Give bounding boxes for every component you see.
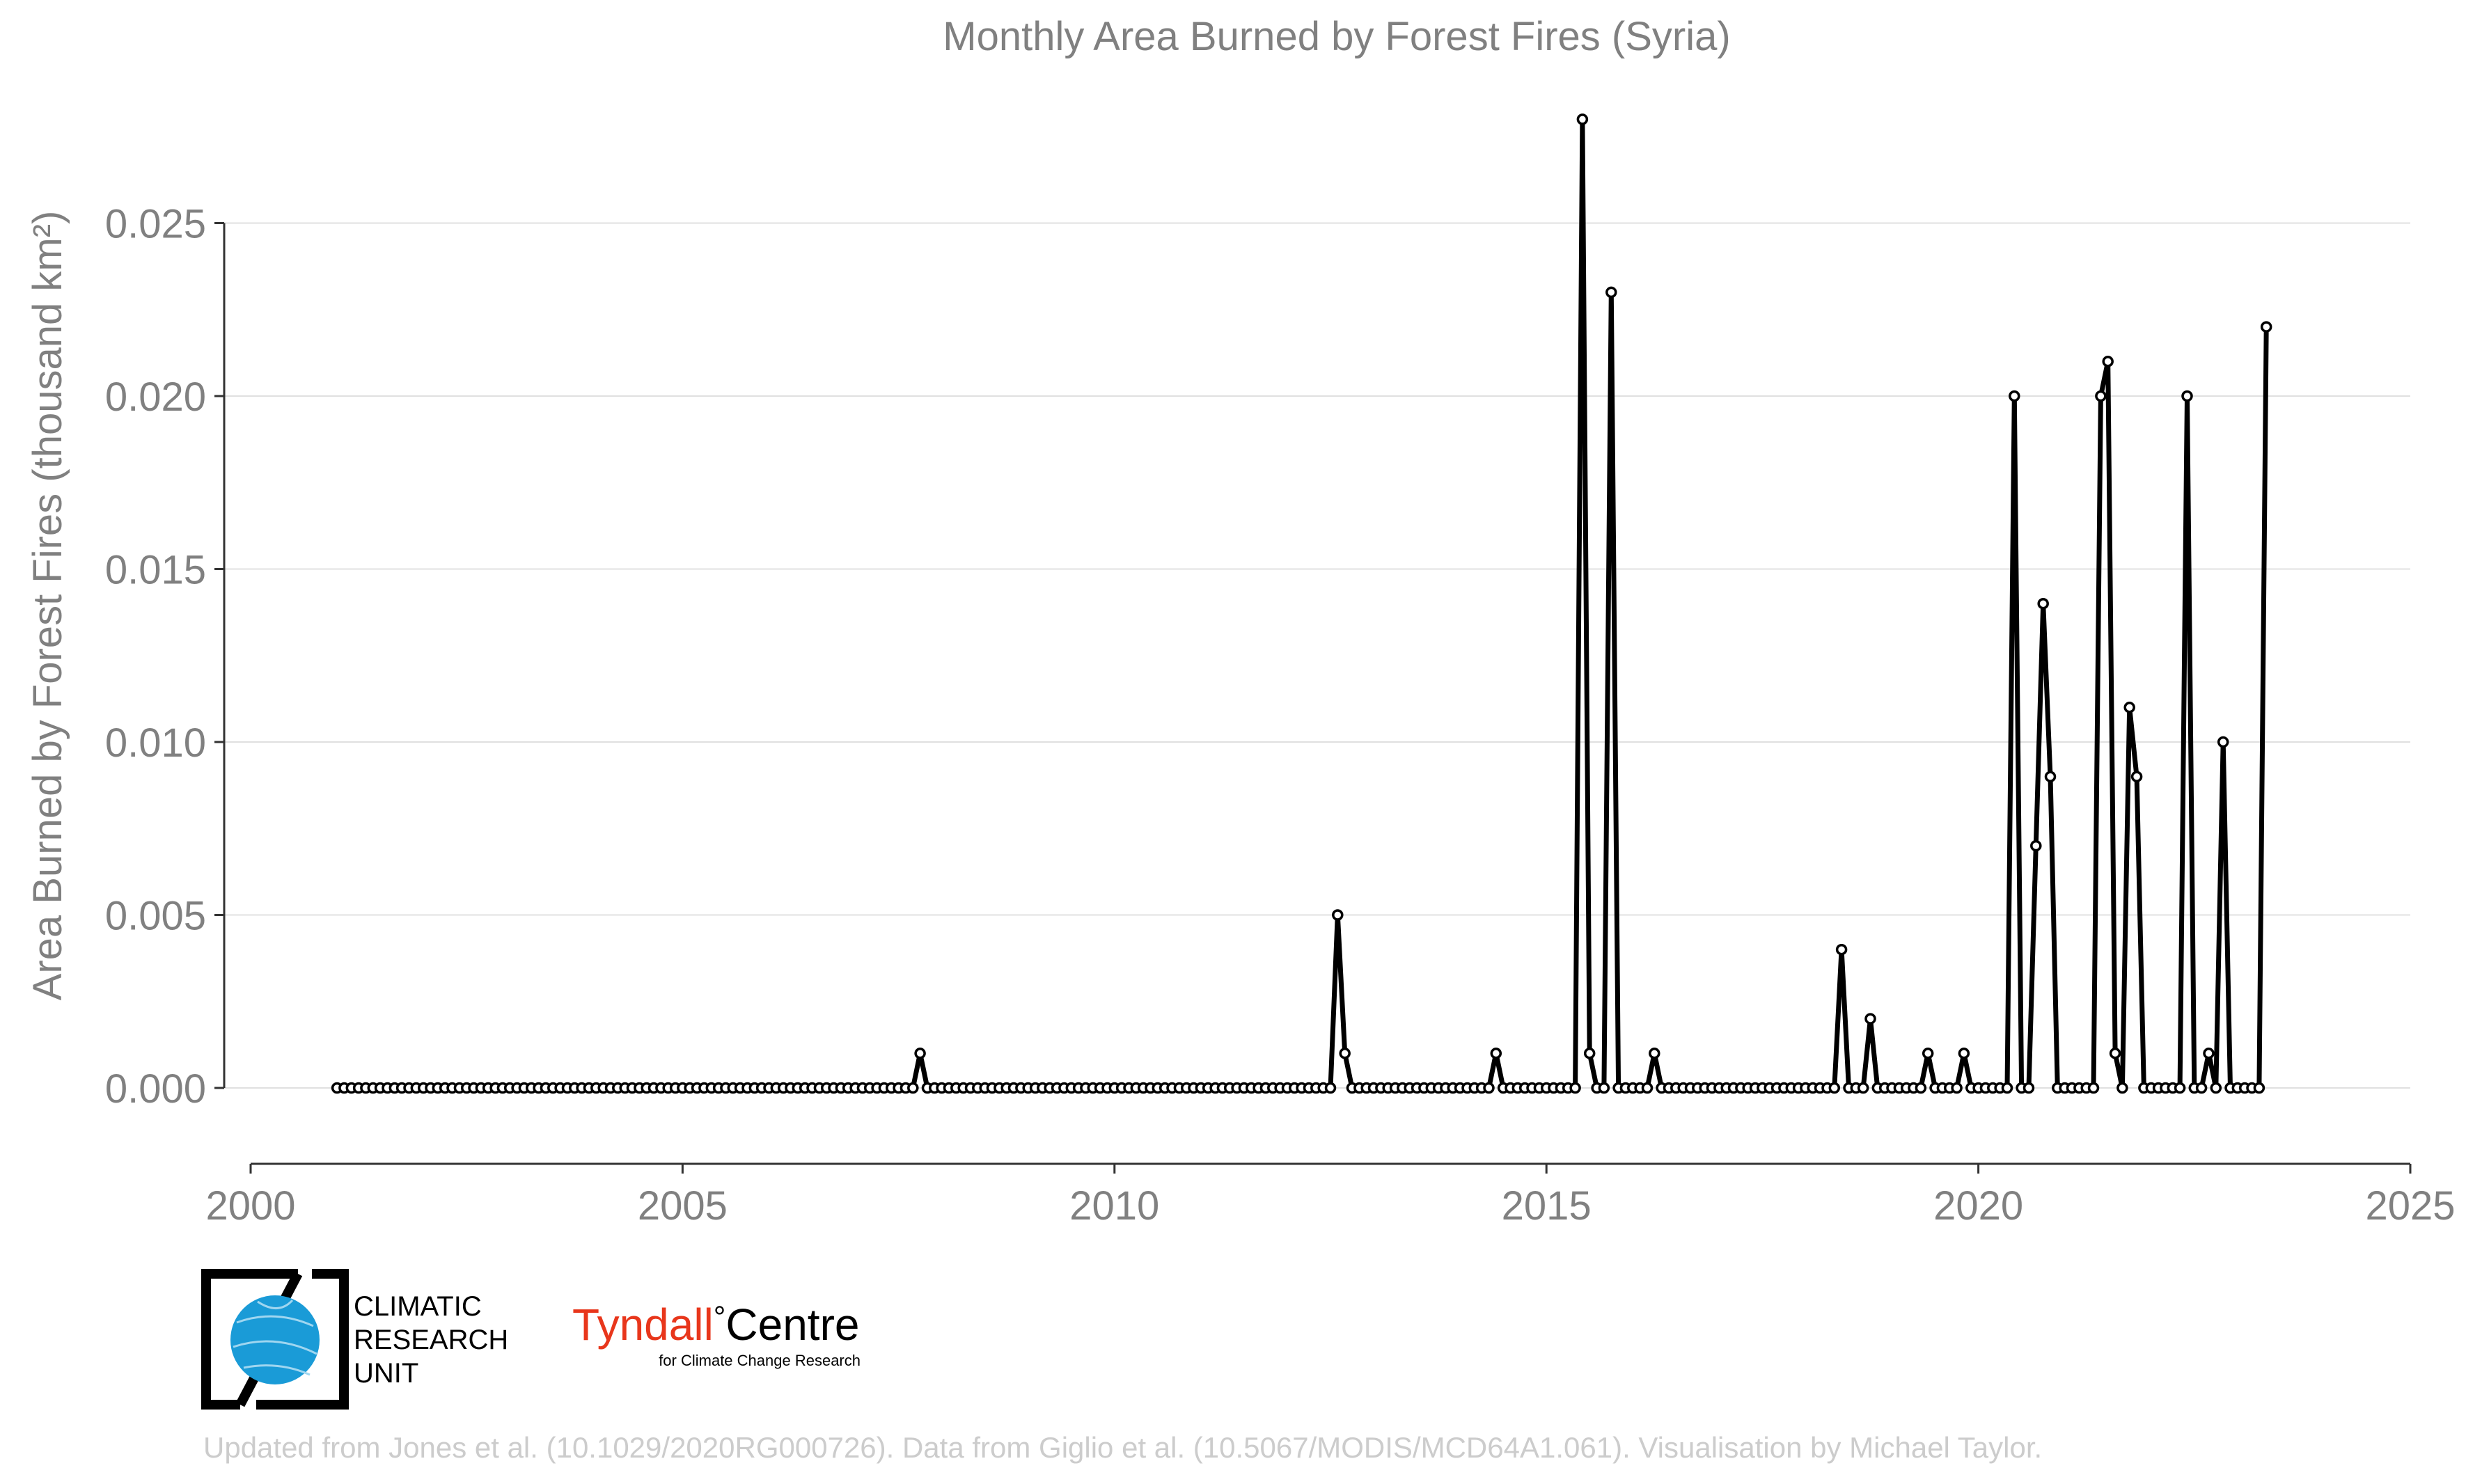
- x-axis: 2000 2005 2010 2015 2020 2025: [205, 1162, 2456, 1229]
- data-point: [2174, 1082, 2186, 1094]
- y-axis-label: Area Burned by Forest Fires (thousand km…: [25, 211, 70, 1001]
- series-line: [337, 116, 2269, 1091]
- y-tick-label: 0.020: [105, 374, 206, 420]
- data-point: [2095, 390, 2107, 402]
- tyndall-logo-centre: Centre: [725, 1300, 859, 1350]
- data-point: [1576, 113, 1589, 125]
- chart-title: Monthly Area Burned by Forest Fires (Syr…: [943, 14, 1730, 59]
- data-point: [1583, 1048, 1596, 1059]
- data-point: [2102, 356, 2114, 368]
- y-tick-label: 0.005: [105, 894, 206, 939]
- globe-icon-lines: [233, 1299, 317, 1376]
- cru-logo-line2: RESEARCH: [354, 1325, 508, 1355]
- data-point: [2203, 1048, 2215, 1059]
- cru-logo-frame: [201, 1269, 349, 1410]
- cru-logo-line3: UNIT: [354, 1358, 418, 1389]
- y-tick-label: 0.000: [105, 1066, 206, 1112]
- data-point: [2195, 1082, 2208, 1094]
- data-point: [1605, 286, 1617, 299]
- data-point: [907, 1082, 919, 1094]
- tyndall-logo-degree: °: [714, 1300, 726, 1334]
- data-point: [1922, 1048, 1934, 1059]
- data-point: [2022, 1082, 2035, 1094]
- data-point: [2253, 1082, 2265, 1094]
- y-tick-label: 0.025: [105, 202, 206, 247]
- data-point: [1649, 1048, 1660, 1059]
- data-point: [2001, 1082, 2013, 1094]
- footer-credit: Updated from Jones et al. (10.1029/2020R…: [203, 1431, 2042, 1464]
- data-point: [1958, 1048, 1970, 1059]
- data-point: [1864, 1013, 1876, 1025]
- svg-text:Tyndall°Centre: Tyndall°Centre: [572, 1300, 859, 1350]
- data-point: [1828, 1082, 1841, 1094]
- data-point: [1598, 1082, 1610, 1094]
- y-tick-label: 0.015: [105, 548, 206, 593]
- data-point: [2037, 597, 2049, 610]
- x-tick-label: 2010: [1069, 1183, 1159, 1229]
- data-point: [2116, 1082, 2128, 1094]
- tyndall-logo-sub: for Climate Change Research: [659, 1352, 861, 1369]
- data-point: [2087, 1082, 2100, 1094]
- series-points-group: [331, 113, 2272, 1094]
- x-tick-label: 2020: [1933, 1183, 2023, 1229]
- data-point: [1324, 1082, 1337, 1094]
- data-point: [1332, 909, 1344, 921]
- data-point: [2123, 702, 2135, 713]
- series-line-group: [337, 116, 2269, 1091]
- x-tick-label: 2000: [205, 1183, 295, 1229]
- data-point: [2181, 390, 2193, 402]
- x-tick-label: 2025: [2365, 1183, 2455, 1229]
- gridlines: [224, 222, 2410, 1089]
- data-point: [1641, 1082, 1654, 1094]
- data-point: [1490, 1048, 1502, 1059]
- cru-logo: CLIMATIC RESEARCH UNIT: [201, 1269, 508, 1410]
- data-point: [1483, 1082, 1495, 1094]
- data-point: [2044, 771, 2057, 782]
- data-point: [2109, 1048, 2121, 1059]
- data-point: [1835, 943, 1848, 956]
- data-point: [2130, 771, 2143, 782]
- data-point: [1857, 1082, 1869, 1094]
- data-point: [2030, 839, 2042, 852]
- tyndall-logo-main: Tyndall: [572, 1300, 714, 1350]
- y-tick-label: 0.010: [105, 720, 206, 766]
- data-point: [2210, 1082, 2222, 1094]
- data-point: [2217, 736, 2229, 748]
- tyndall-logo: Tyndall°Centre for Climate Change Resear…: [572, 1300, 861, 1369]
- data-point: [1339, 1048, 1351, 1059]
- x-tick-label: 2005: [638, 1183, 728, 1229]
- cru-logo-line1: CLIMATIC: [354, 1291, 482, 1322]
- x-tick-label: 2015: [1502, 1183, 1592, 1229]
- data-point: [2009, 390, 2020, 402]
- data-point: [914, 1048, 926, 1059]
- data-point: [1951, 1082, 1963, 1094]
- y-axis: 0.000 0.005 0.010 0.015 0.020 0.025: [105, 202, 226, 1112]
- data-point: [1915, 1082, 1927, 1094]
- data-point: [2260, 321, 2272, 333]
- data-point: [1569, 1082, 1581, 1094]
